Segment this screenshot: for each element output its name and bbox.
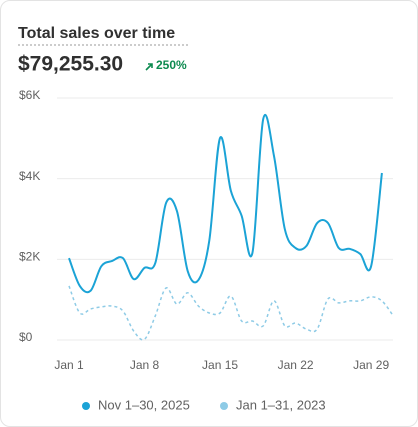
x-tick-label: Jan 22 [278, 358, 314, 372]
card-title[interactable]: Total sales over time [18, 25, 175, 42]
legend-swatch [220, 402, 228, 410]
x-tick-label: Jan 1 [54, 358, 84, 372]
total-value: $79,255.30 [18, 53, 123, 76]
x-tick-label: Jan 8 [130, 358, 160, 372]
legend-label: Jan 1–31, 2023 [236, 397, 326, 412]
change-badge: 250% [156, 58, 187, 72]
y-tick-label: $6K [19, 88, 40, 102]
legend-swatch [82, 402, 90, 410]
y-tick-label: $0 [19, 330, 33, 344]
x-tick-label: Jan 29 [353, 358, 389, 372]
series-line [68, 285, 394, 341]
up-arrow [145, 63, 153, 71]
legend-label: Nov 1–30, 2025 [98, 397, 190, 412]
series-line [68, 114, 383, 294]
y-tick-label: $4K [19, 169, 40, 183]
x-tick-label: Jan 15 [202, 358, 238, 372]
y-tick-label: $2K [19, 250, 40, 264]
